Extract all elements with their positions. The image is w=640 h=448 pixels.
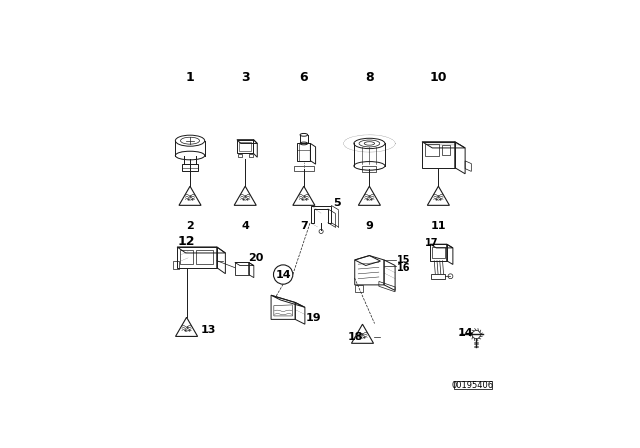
Text: 8: 8 [365,71,374,84]
Text: 5: 5 [333,198,340,208]
Text: 2: 2 [186,221,194,231]
Text: 14: 14 [458,328,473,338]
Text: 14: 14 [275,270,291,280]
Text: 10: 10 [429,71,447,84]
Text: 12: 12 [178,235,195,248]
Text: 11: 11 [431,221,446,231]
Text: 4: 4 [241,221,249,231]
Text: 7: 7 [300,221,308,231]
Text: 19: 19 [305,313,321,323]
Text: 6: 6 [300,71,308,84]
Text: 3: 3 [241,71,250,84]
Bar [454,382,492,389]
Text: 00195406: 00195406 [452,381,494,390]
Text: 13: 13 [201,325,216,335]
Text: 9: 9 [365,221,373,231]
Text: 18: 18 [348,332,364,342]
Text: 17: 17 [424,238,438,248]
Text: 16: 16 [397,263,410,273]
Text: 15: 15 [397,255,410,265]
Text: 1: 1 [186,71,195,84]
Text: 20: 20 [248,253,263,263]
